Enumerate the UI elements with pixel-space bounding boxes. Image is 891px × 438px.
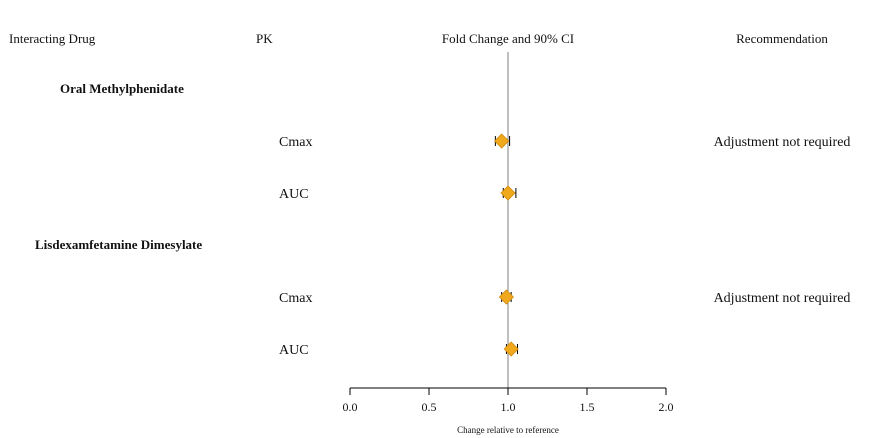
pk-label: Cmax	[279, 135, 312, 150]
x-tick-label: 0.5	[422, 400, 437, 414]
recommendation-label: Adjustment not required	[714, 291, 851, 306]
header-fold-change: Fold Change and 90% CI	[442, 31, 574, 46]
x-tick-label: 1.0	[501, 400, 516, 414]
header-pk: PK	[256, 31, 273, 46]
estimate-marker	[500, 185, 516, 201]
group-label: Oral Methylphenidate	[60, 81, 184, 96]
estimate-marker	[503, 341, 519, 357]
x-axis-label: Change relative to reference	[457, 425, 559, 435]
group-label: Lisdexamfetamine Dimesylate	[35, 237, 202, 252]
estimate-marker	[494, 133, 510, 149]
x-tick-label: 2.0	[659, 400, 674, 414]
pk-label: AUC	[279, 187, 309, 202]
x-tick-label: 1.5	[580, 400, 595, 414]
recommendation-label: Adjustment not required	[714, 135, 851, 150]
pk-label: AUC	[279, 343, 309, 358]
x-tick-label: 0.0	[343, 400, 358, 414]
estimate-marker	[498, 289, 514, 305]
header-interacting-drug: Interacting Drug	[9, 31, 96, 46]
header-recommendation: Recommendation	[736, 31, 828, 46]
pk-label: Cmax	[279, 291, 312, 306]
